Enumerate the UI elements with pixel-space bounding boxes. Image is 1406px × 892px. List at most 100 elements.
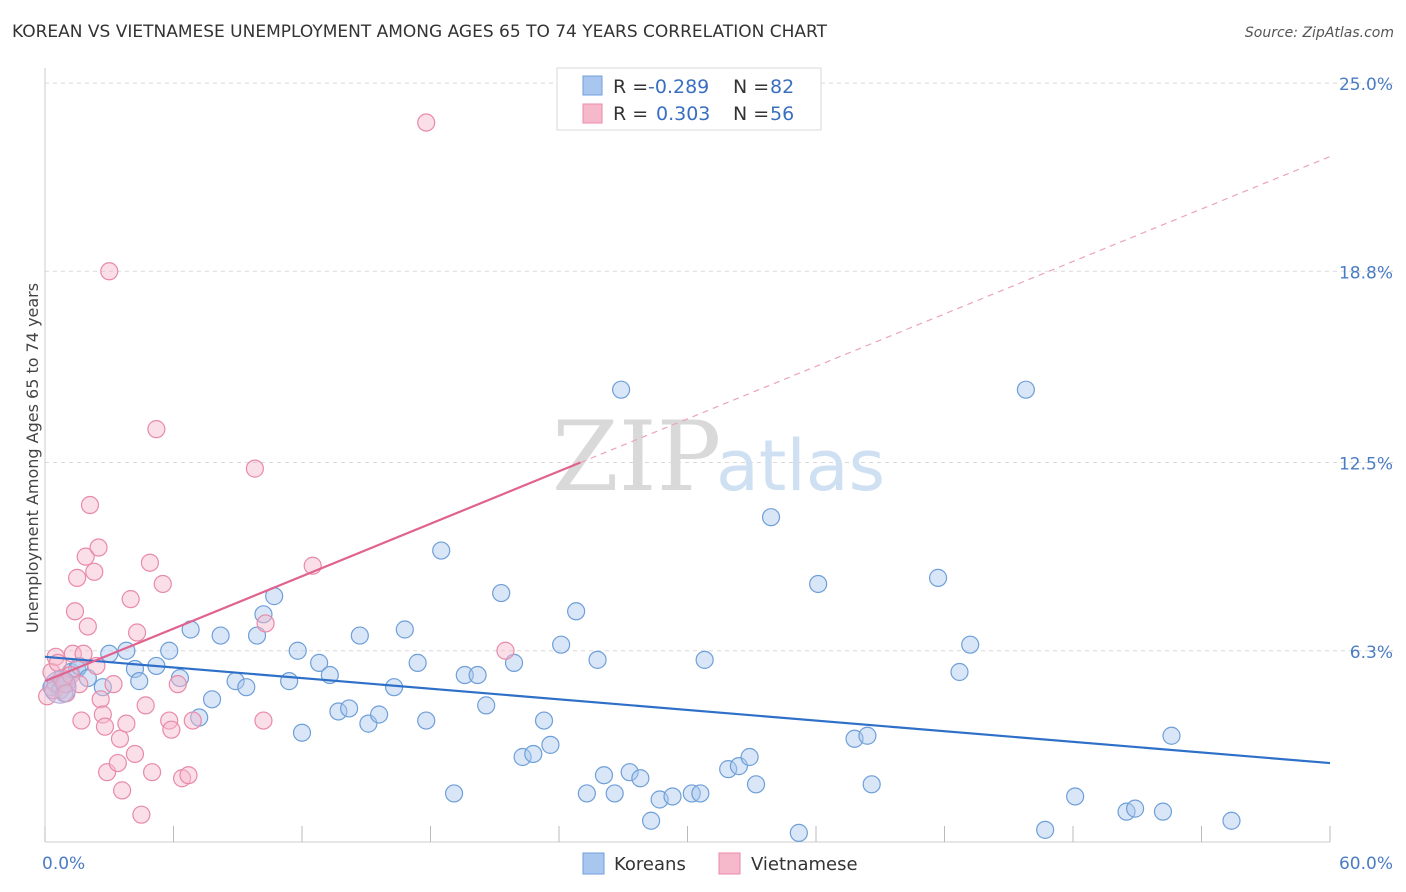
vietnamese-point-15 bbox=[76, 547, 95, 566]
korean-point-52 bbox=[552, 635, 571, 654]
y-axis-label: Unemployment Among Ages 65 to 74 years bbox=[23, 283, 42, 633]
vietnamese-point-32 bbox=[127, 623, 147, 642]
legend-swatch-koreans bbox=[582, 75, 603, 96]
vietnamese-trend-extension bbox=[580, 155, 1331, 464]
korean-point-58 bbox=[612, 380, 631, 399]
korean-point-56 bbox=[594, 766, 614, 785]
korean-point-72 bbox=[789, 823, 808, 842]
vietnamese-point-10 bbox=[65, 602, 85, 621]
bottom-legend-label-vietnamese: Vietnamese bbox=[751, 854, 858, 875]
vietnamese-point-51 bbox=[496, 641, 515, 660]
korean-point-29 bbox=[292, 723, 312, 742]
vietnamese-point-28 bbox=[112, 781, 132, 800]
vietnamese-point-46 bbox=[245, 459, 264, 478]
korean-point-49 bbox=[524, 744, 543, 764]
legend-n-value-vietnamese: 56 bbox=[770, 103, 794, 125]
x-tick-labels: 0.0% 60.0% bbox=[42, 854, 1393, 874]
watermark-zip: ZIP bbox=[552, 401, 721, 513]
trend-lines bbox=[44, 155, 1331, 765]
korean-trend-line bbox=[44, 655, 1331, 765]
legend-r-value-koreans: -0.289 bbox=[648, 76, 709, 98]
korean-point-38 bbox=[395, 620, 414, 639]
korean-point-33 bbox=[340, 699, 359, 718]
gridlines bbox=[45, 82, 1395, 652]
korean-point-77 bbox=[928, 568, 948, 587]
vietnamese-point-14 bbox=[74, 644, 93, 663]
korean-point-65 bbox=[691, 784, 710, 803]
korean-point-78 bbox=[950, 662, 969, 682]
korean-point-67 bbox=[719, 760, 738, 779]
vietnamese-point-27 bbox=[110, 729, 130, 748]
vietnamese-point-16 bbox=[78, 617, 97, 636]
korean-point-87 bbox=[1222, 811, 1241, 830]
korean-point-85 bbox=[1153, 802, 1173, 821]
x-tick-label-0: 0.0% bbox=[42, 854, 85, 874]
legend-n-label-vietnamese: N = bbox=[733, 103, 769, 125]
chart-title: KOREAN VS VIETNAMESE UNEMPLOYMENT AMONG … bbox=[12, 22, 827, 42]
korean-point-40 bbox=[417, 711, 436, 730]
vietnamese-point-25 bbox=[104, 675, 123, 694]
vietnamese-point-40 bbox=[162, 720, 181, 739]
vietnamese-point-23 bbox=[95, 717, 115, 736]
korean-point-71 bbox=[761, 508, 781, 527]
bottom-legend-swatch-koreans bbox=[582, 852, 605, 875]
korean-point-63 bbox=[663, 787, 682, 806]
korean-point-59 bbox=[620, 763, 639, 782]
vietnamese-point-37 bbox=[147, 420, 166, 439]
korean-point-86 bbox=[1162, 726, 1181, 745]
legend-r-label-vietnamese: R = bbox=[613, 103, 648, 125]
korean-point-80 bbox=[1016, 380, 1035, 399]
korean-point-14 bbox=[130, 672, 149, 691]
vietnamese-point-30 bbox=[121, 590, 140, 609]
bottom-legend-swatch-vietnamese bbox=[718, 852, 741, 875]
y-tick-label-2: 18.8% bbox=[1339, 263, 1393, 283]
legend-swatch-vietnamese bbox=[582, 103, 603, 124]
korean-point-23 bbox=[237, 678, 256, 697]
korean-point-41 bbox=[432, 541, 451, 560]
watermark-atlas: atlas bbox=[716, 425, 885, 507]
vietnamese-point-34 bbox=[136, 696, 155, 715]
korean-point-27 bbox=[280, 672, 299, 691]
korean-point-76 bbox=[862, 775, 881, 794]
source-label: Source: ZipAtlas.com bbox=[1244, 25, 1394, 41]
legend-r-label-koreans: R = bbox=[613, 76, 648, 98]
bottom-legend-label-koreans: Koreans bbox=[614, 854, 686, 875]
korean-point-69 bbox=[740, 747, 759, 767]
vietnamese-point-20 bbox=[89, 538, 108, 557]
vietnamese-point-18 bbox=[85, 562, 104, 581]
korean-point-32 bbox=[329, 702, 348, 721]
korean-point-60 bbox=[631, 769, 650, 788]
axes bbox=[44, 68, 1331, 843]
korean-point-42 bbox=[444, 784, 464, 803]
korean-point-50 bbox=[534, 711, 554, 730]
vietnamese-point-41 bbox=[168, 675, 187, 694]
korean-point-84 bbox=[1126, 799, 1145, 818]
vietnamese-point-44 bbox=[183, 711, 202, 730]
vietnamese-point-29 bbox=[117, 714, 136, 733]
bottom-legend: Koreans Vietnamese bbox=[582, 852, 858, 875]
korean-point-34 bbox=[350, 626, 369, 645]
vietnamese-point-26 bbox=[108, 753, 127, 773]
korean-point-30 bbox=[310, 653, 329, 672]
x-tick-label-1: 60.0% bbox=[1339, 854, 1393, 874]
korean-point-21 bbox=[211, 626, 230, 645]
vietnamese-point-33 bbox=[132, 805, 151, 824]
korean-point-45 bbox=[477, 696, 496, 715]
vietnamese-point-38 bbox=[153, 574, 172, 594]
korean-point-55 bbox=[588, 650, 607, 669]
vietnamese-point-45 bbox=[100, 262, 119, 281]
korean-point-57 bbox=[605, 784, 624, 803]
vietnamese-point-13 bbox=[72, 711, 91, 730]
korean-point-46 bbox=[492, 583, 511, 603]
data-points bbox=[38, 113, 1241, 842]
y-tick-label-0: 6.3% bbox=[1350, 643, 1393, 663]
y-tick-labels: 6.3% 12.5% 18.8% 25.0% bbox=[1339, 75, 1393, 663]
vietnamese-point-31 bbox=[125, 744, 145, 764]
legend-r-value-vietnamese: 0.303 bbox=[656, 103, 710, 125]
vietnamese-point-50 bbox=[417, 113, 436, 132]
y-tick-label-3: 25.0% bbox=[1339, 75, 1393, 95]
vietnamese-point-48 bbox=[256, 614, 275, 633]
vietnamese-point-35 bbox=[140, 553, 160, 572]
legend-box: R = -0.289 N = 82 R = 0.303 N = 56 bbox=[556, 67, 822, 131]
